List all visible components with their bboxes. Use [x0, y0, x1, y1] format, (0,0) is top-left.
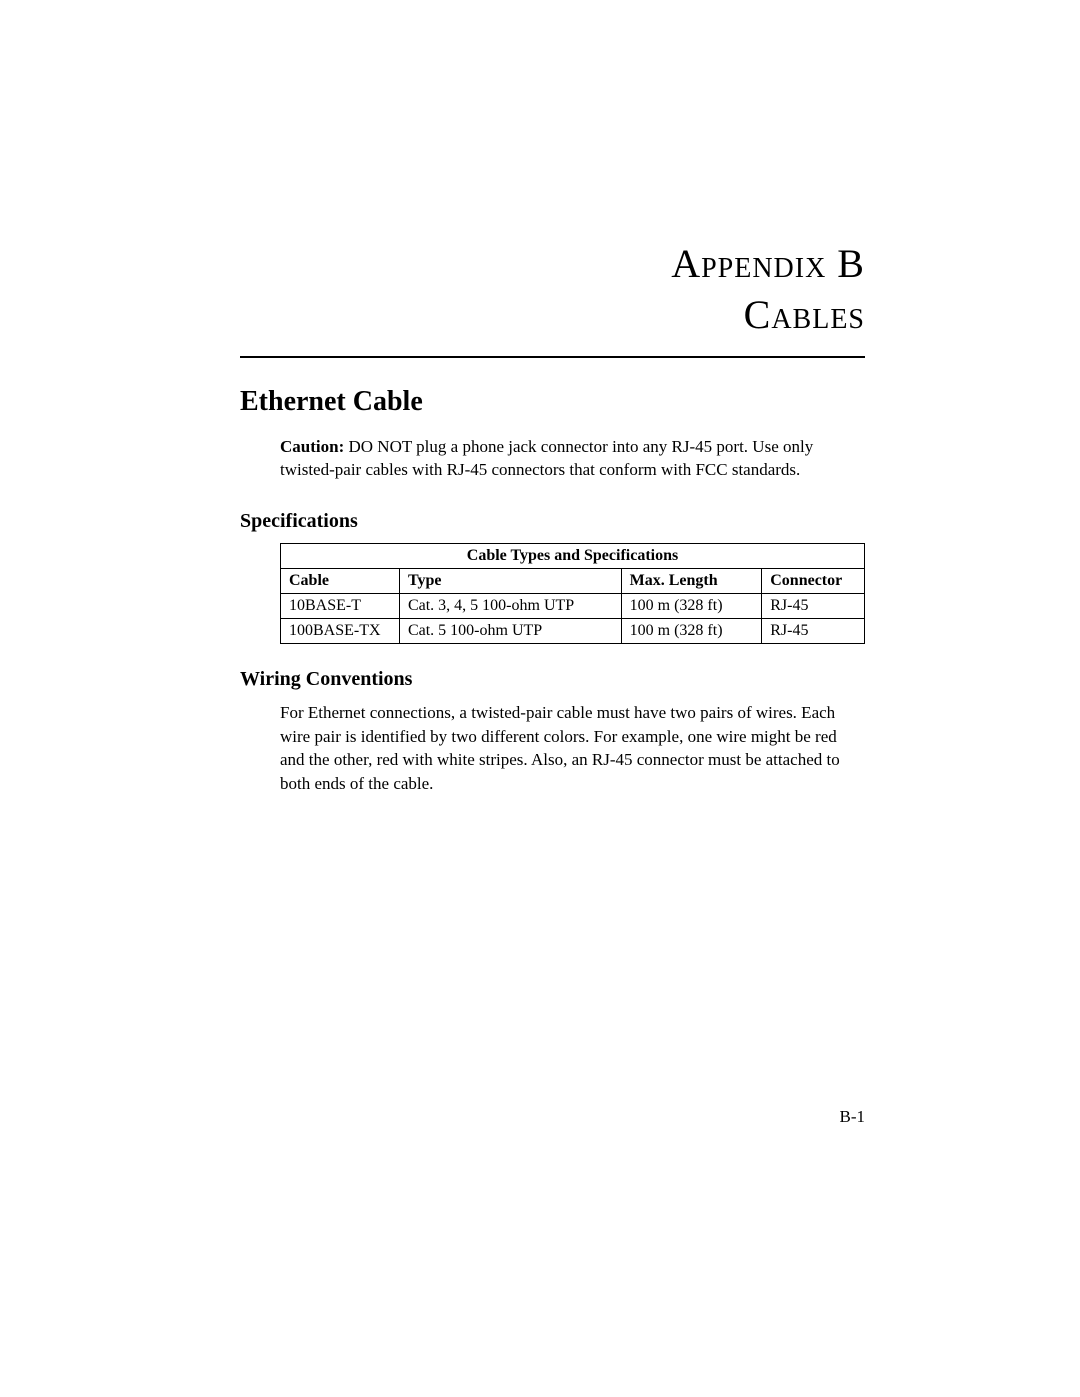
- table-title-row: Cable Types and Specifications: [281, 543, 865, 568]
- appendix-name: Cables: [240, 291, 865, 338]
- table-cell: 10BASE-T: [281, 593, 400, 618]
- spec-table-wrap: Cable Types and Specifications Cable Typ…: [240, 543, 865, 644]
- appendix-title-block: Appendix B Cables: [240, 240, 865, 338]
- table-cell: RJ-45: [762, 618, 865, 643]
- table-cell: RJ-45: [762, 593, 865, 618]
- page-number: B-1: [840, 1107, 866, 1127]
- col-header: Connector: [762, 568, 865, 593]
- subheading-wiring: Wiring Conventions: [240, 668, 865, 691]
- subheading-specifications: Specifications: [240, 510, 865, 533]
- table-cell: Cat. 3, 4, 5 100-ohm UTP: [399, 593, 621, 618]
- section-heading-ethernet: Ethernet Cable: [240, 386, 865, 418]
- table-cell: Cat. 5 100-ohm UTP: [399, 618, 621, 643]
- spec-table: Cable Types and Specifications Cable Typ…: [280, 543, 865, 644]
- appendix-label: Appendix B: [240, 240, 865, 287]
- title-rule: [240, 356, 865, 358]
- table-cell: 100 m (328 ft): [621, 618, 762, 643]
- table-cell: 100BASE-TX: [281, 618, 400, 643]
- table-header-row: Cable Type Max. Length Connector: [281, 568, 865, 593]
- document-page: Appendix B Cables Ethernet Cable Caution…: [0, 0, 1080, 796]
- col-header: Type: [399, 568, 621, 593]
- caution-label: Caution:: [280, 437, 344, 456]
- caution-block: Caution: DO NOT plug a phone jack connec…: [240, 436, 865, 482]
- table-row: 100BASE-TX Cat. 5 100-ohm UTP 100 m (328…: [281, 618, 865, 643]
- table-title-cell: Cable Types and Specifications: [281, 543, 865, 568]
- wiring-body-text: For Ethernet connections, a twisted-pair…: [240, 701, 865, 796]
- table-cell: 100 m (328 ft): [621, 593, 762, 618]
- table-row: 10BASE-T Cat. 3, 4, 5 100-ohm UTP 100 m …: [281, 593, 865, 618]
- col-header: Cable: [281, 568, 400, 593]
- caution-text: DO NOT plug a phone jack connector into …: [280, 437, 813, 479]
- col-header: Max. Length: [621, 568, 762, 593]
